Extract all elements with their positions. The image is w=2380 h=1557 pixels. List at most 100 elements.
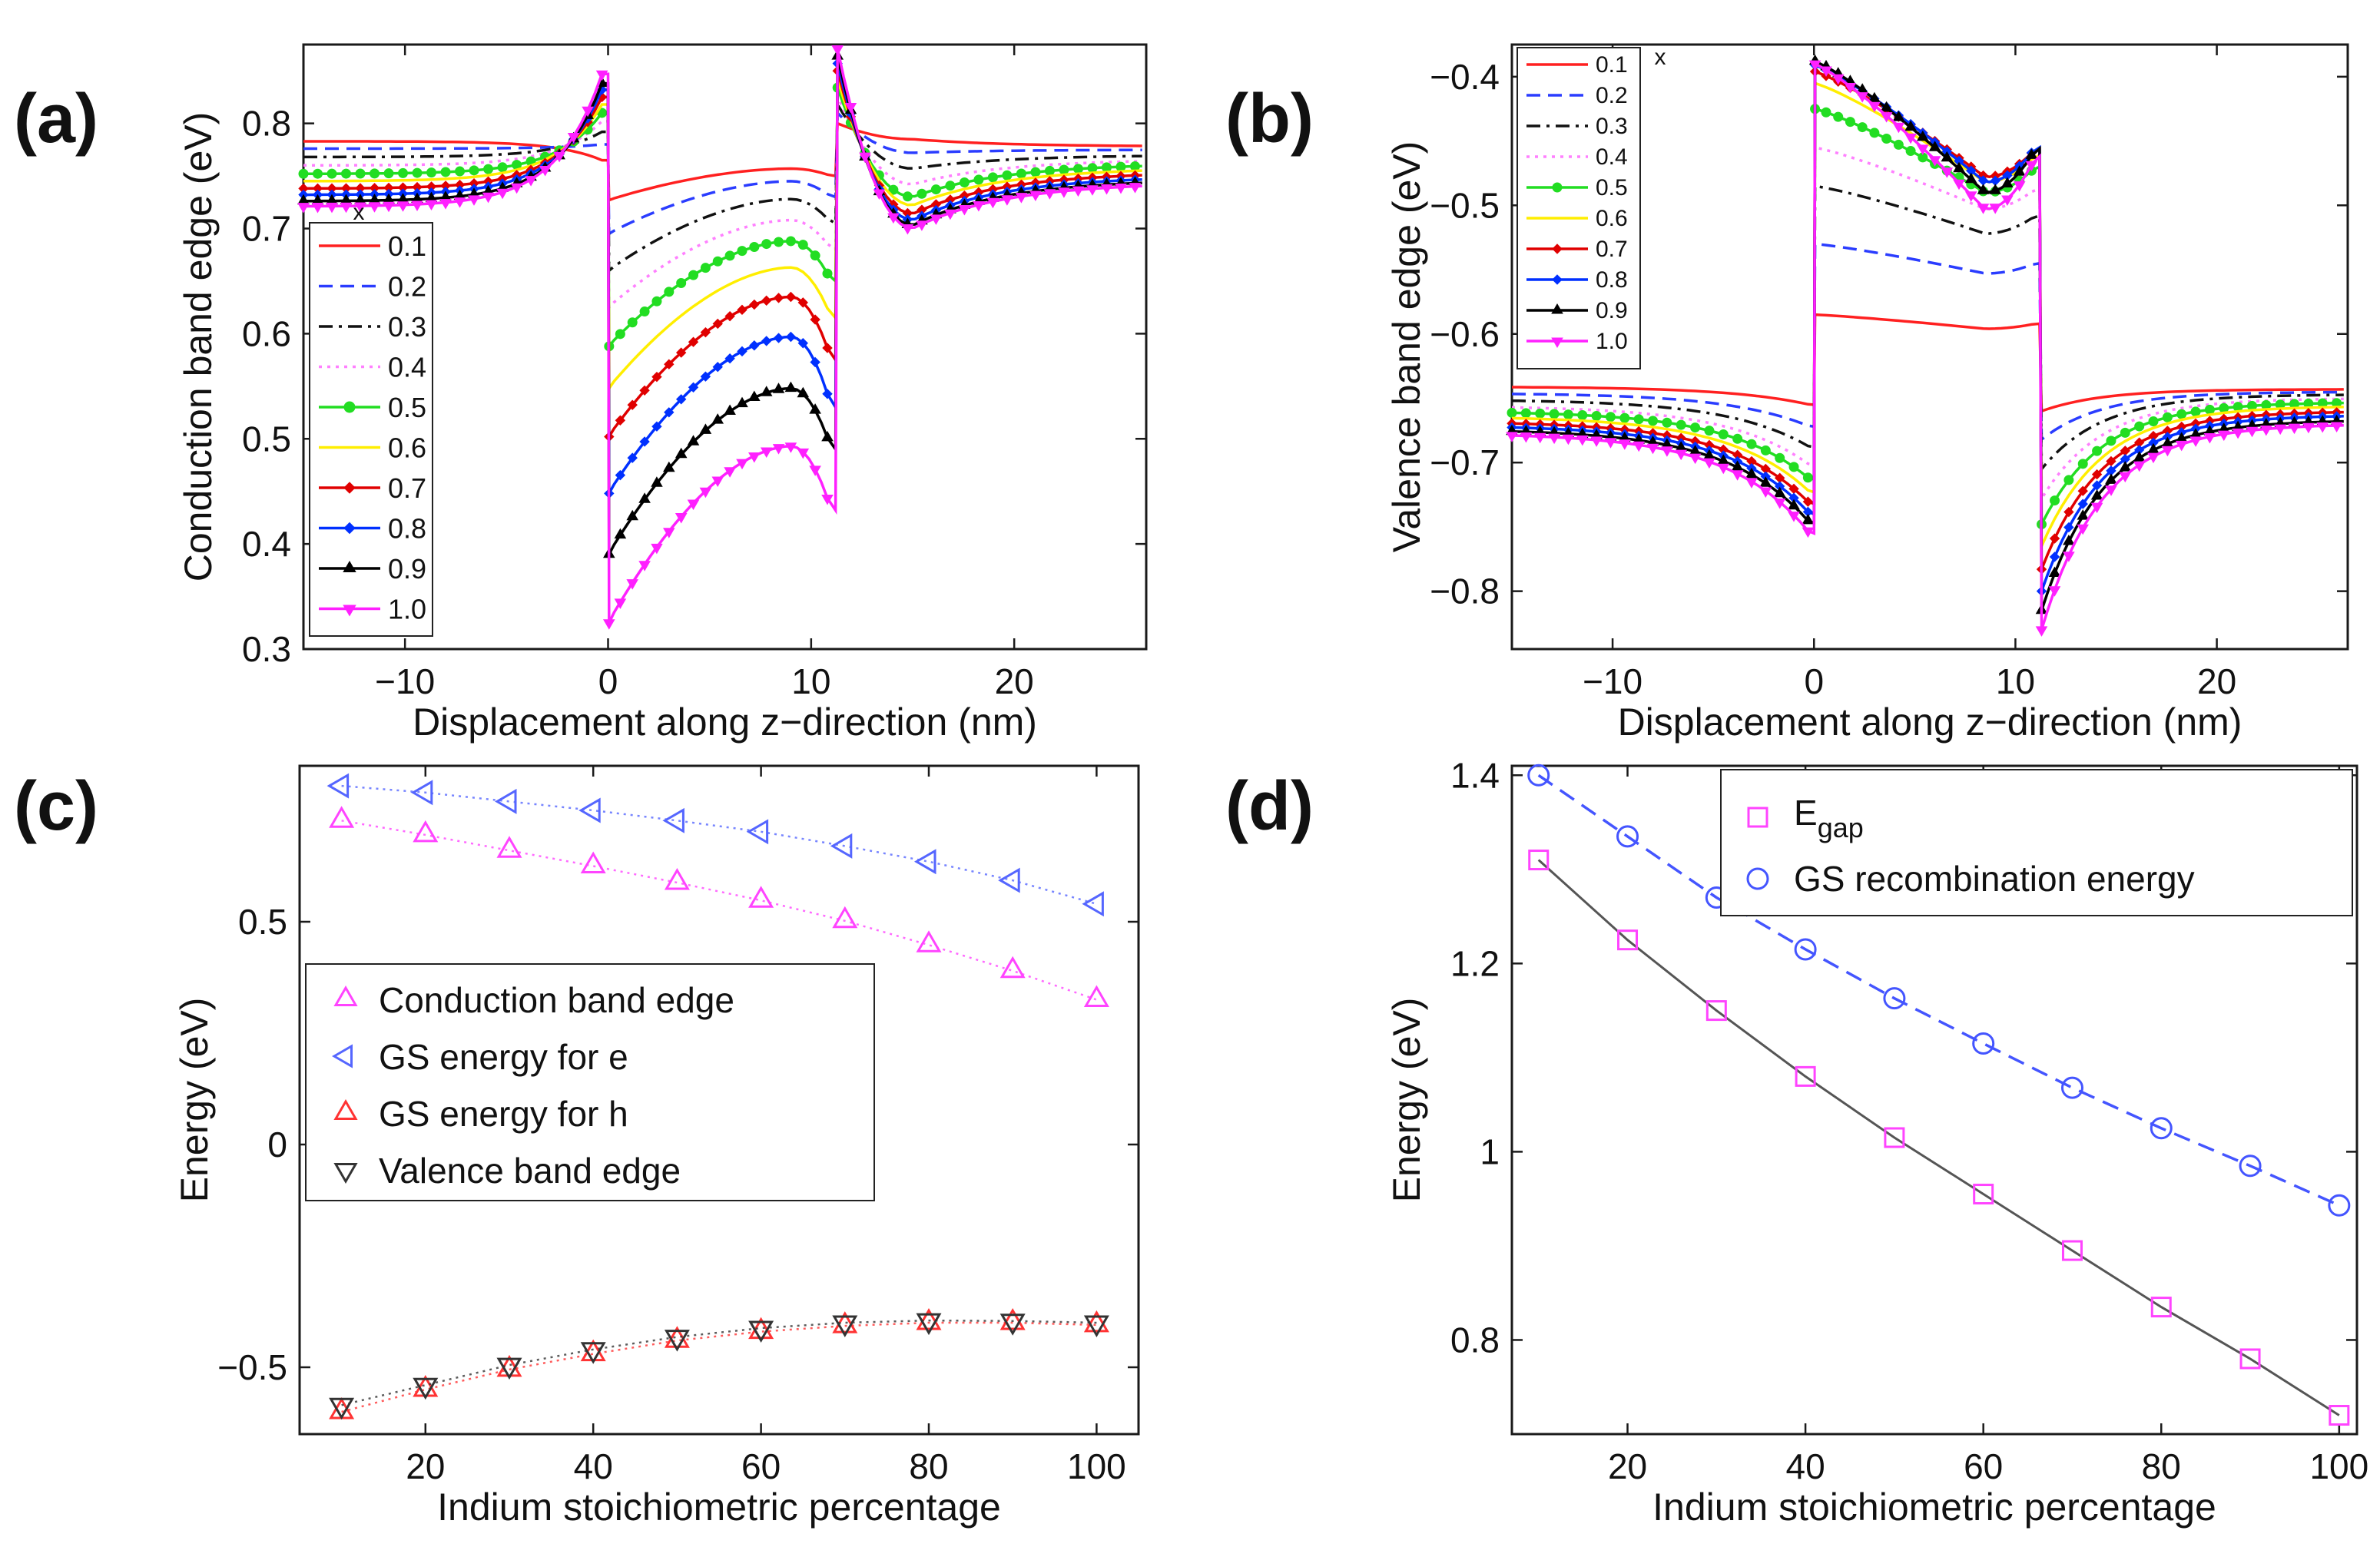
series-point-0-5 <box>1549 409 1560 419</box>
series-point-0-5 <box>2063 475 2074 485</box>
data-point-egap <box>2150 1297 2172 1318</box>
series-point-0-9 <box>2133 451 2146 462</box>
data-point <box>1083 1310 1109 1333</box>
series-point-1-0 <box>831 45 844 56</box>
series-point-1-0 <box>748 452 761 463</box>
series-line-0-3 <box>1511 184 2344 473</box>
series-point-0-5 <box>2120 427 2130 438</box>
series-point-1-0 <box>1917 144 1929 155</box>
series-point-0-5 <box>1030 167 1041 177</box>
fit-line <box>341 820 1097 1001</box>
series-point-1-0 <box>1831 74 1845 85</box>
data-point <box>580 1342 606 1364</box>
plot-frame <box>1510 764 2358 1436</box>
series-point-0-9 <box>809 403 821 414</box>
data-point-egap <box>2239 1348 2261 1370</box>
y-tick-label: −0.7 <box>1430 442 1500 482</box>
legend-marker <box>1552 243 1563 254</box>
series-point-0-5 <box>1577 409 1588 420</box>
series-point-0-5 <box>1732 433 1743 444</box>
series-point-1-0 <box>482 192 495 204</box>
series-point-0-5 <box>1087 163 1098 174</box>
series-point-0-5 <box>440 167 451 177</box>
series-point-0-5 <box>1520 408 1531 419</box>
series-point-0-8 <box>675 394 687 405</box>
legend-label: GS energy for h <box>379 1094 628 1134</box>
y-tick-label: 1 <box>1480 1131 1500 1171</box>
series-point-0-9 <box>2048 566 2061 577</box>
series-point-1-0 <box>2013 181 2026 192</box>
series-point-0-5 <box>917 188 927 199</box>
legend-marker <box>343 605 356 617</box>
x-tick-label: 10 <box>791 661 830 701</box>
x-tick-label: 80 <box>2142 1446 2181 1486</box>
data-point-gs-recombination <box>2328 1194 2351 1217</box>
series-point-0-9 <box>1802 513 1815 525</box>
series-point-1-0 <box>1808 60 1821 71</box>
y-tick-label: 1.4 <box>1450 755 1500 795</box>
data-point <box>496 1357 522 1380</box>
series-point-0-5 <box>1507 407 1517 418</box>
data-point <box>327 773 350 799</box>
series-point-1-0 <box>2288 423 2301 435</box>
y-tick-label: −0.6 <box>1430 314 1500 354</box>
series-point-1-0 <box>2147 452 2160 464</box>
data-point <box>413 1377 439 1400</box>
series-point-1-0 <box>1533 432 1546 444</box>
series-point-0-5 <box>412 167 423 178</box>
series-point-1-0 <box>2302 422 2315 434</box>
series-point-0-7 <box>2063 506 2074 518</box>
series-point-1-0 <box>699 487 712 499</box>
legend-marker <box>343 522 356 535</box>
series-point-0-8 <box>773 333 784 343</box>
series-point-1-0 <box>986 197 999 209</box>
series-point-0-5 <box>1760 445 1771 456</box>
series-point-1-0 <box>496 188 509 200</box>
series-point-0-7 <box>822 343 833 353</box>
series-point-1-0 <box>1717 463 1730 475</box>
series-point-0-7 <box>2091 469 2103 480</box>
series-point-1-0 <box>1820 66 1832 77</box>
series-point-1-0 <box>2218 430 2230 442</box>
legend-marker <box>1551 337 1563 348</box>
series-point-0-9 <box>784 381 797 393</box>
series-point-1-0 <box>901 224 914 235</box>
panel-label-d: (d) <box>1225 768 1314 845</box>
legend: x 0.1 0.2 0.3 0.4 0.5 0.6 0.7 0.8 0.9 1.0 <box>309 200 433 637</box>
series-point-1-0 <box>626 579 638 590</box>
y-axis-label: Energy (eV) <box>173 998 216 1203</box>
series-point-0-5 <box>2190 406 2201 417</box>
legend-marker <box>1747 807 1768 828</box>
data-point <box>830 833 853 859</box>
series-point-0-5 <box>774 237 784 247</box>
series-point-0-5 <box>664 287 675 297</box>
data-point-gs-recombination <box>1883 987 1906 1010</box>
plot-frame <box>298 764 1140 1436</box>
legend-marker <box>1551 303 1563 314</box>
series-point-0-9 <box>638 492 651 503</box>
y-axis-label: Valence band edge (eV) <box>1385 141 1428 553</box>
legend-label: 0.1 <box>1596 52 1628 78</box>
series-point-0-9 <box>326 194 338 205</box>
series-point-1-0 <box>1844 83 1857 94</box>
series-point-1-0 <box>368 202 381 213</box>
legend-marker <box>333 1099 358 1120</box>
data-point-egap <box>2329 1404 2350 1426</box>
y-tick-label: 1.2 <box>1450 943 1500 983</box>
legend-label: 0.6 <box>1596 206 1628 231</box>
legend-label: 0.4 <box>388 352 426 383</box>
legend-label: 1.0 <box>1596 329 1628 354</box>
legend-box <box>1517 47 1641 369</box>
series-point-0-5 <box>749 241 760 252</box>
series-point-0-9 <box>396 193 409 204</box>
series-point-0-5 <box>313 168 323 179</box>
series-point-1-0 <box>1731 470 1744 481</box>
x-tick-label: 100 <box>1067 1446 1126 1486</box>
data-point-gs-recombination <box>1794 938 1817 961</box>
series-point-0-8 <box>627 452 638 463</box>
series-point-0-5 <box>1833 111 1844 122</box>
series-point-0-9 <box>2090 489 2103 500</box>
series-point-0-5 <box>987 172 998 183</box>
data-point <box>999 1314 1026 1336</box>
legend-label: 0.1 <box>388 230 426 262</box>
